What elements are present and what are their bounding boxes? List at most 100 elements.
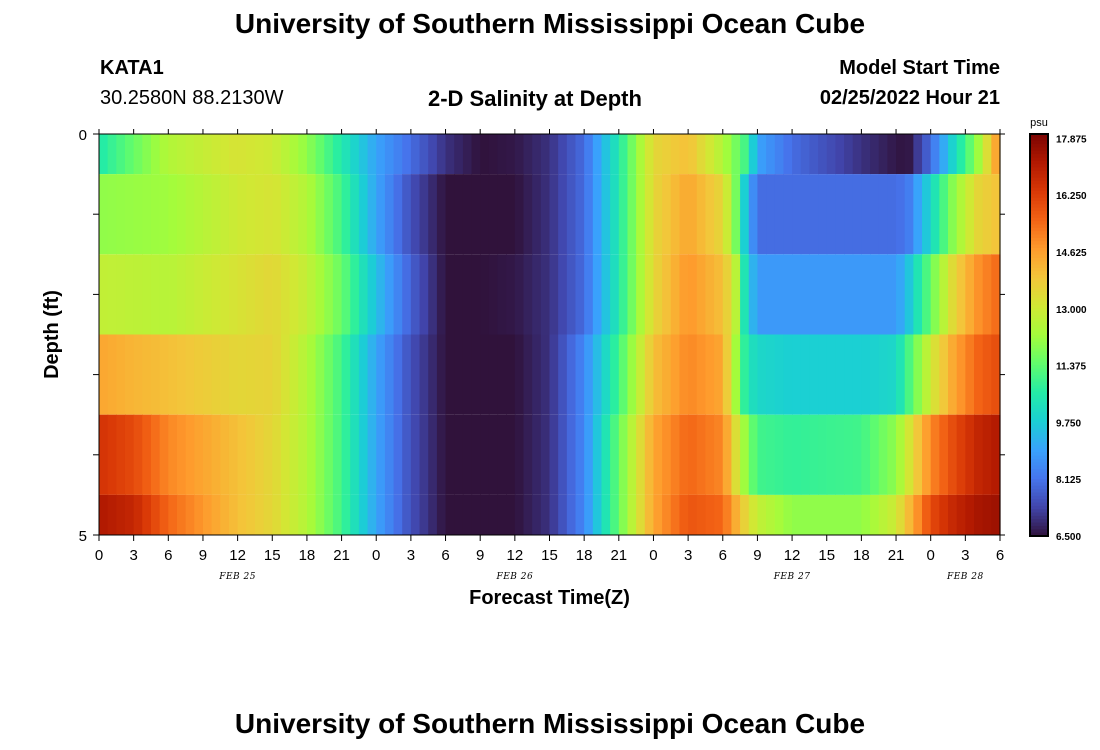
heatmap-cell: [740, 334, 750, 415]
heatmap-cell: [471, 254, 481, 335]
heatmap-cell: [211, 414, 221, 495]
heatmap-cell: [818, 254, 828, 335]
heatmap-cell: [783, 134, 793, 175]
heatmap-cell: [991, 334, 1001, 415]
heatmap-cell: [566, 414, 577, 495]
heatmap-cell: [194, 134, 204, 175]
heatmap-cell: [549, 494, 559, 535]
colorbar-swatch: [1030, 391, 1048, 396]
heatmap-cell: [861, 414, 871, 495]
heatmap-cell: [194, 414, 204, 495]
heatmap-cell: [722, 254, 733, 335]
y-axis-label: Depth (ft): [41, 290, 63, 379]
heatmap-cell: [792, 494, 802, 535]
heatmap-cell: [332, 174, 343, 255]
heatmap-cell: [220, 134, 230, 175]
heatmap-cell: [445, 494, 455, 535]
colorbar-swatch: [1030, 294, 1048, 299]
heatmap-cell: [748, 254, 759, 335]
heatmap-cell: [549, 334, 559, 415]
heatmap-cell: [558, 134, 568, 175]
x-tick-label: 6: [996, 547, 1004, 564]
heatmap-cell: [714, 334, 724, 415]
heatmap-cell: [497, 174, 507, 255]
heatmap-cell: [558, 254, 568, 335]
x-tick-label: 3: [407, 547, 415, 564]
heatmap-cell: [272, 494, 282, 535]
colorbar-swatch: [1030, 190, 1048, 195]
heatmap-cell: [393, 134, 403, 175]
heatmap-cell: [575, 134, 585, 175]
heatmap-cell: [384, 134, 395, 175]
heatmap-cell: [150, 414, 161, 495]
heatmap-cell: [800, 414, 810, 495]
colorbar-swatch: [1030, 328, 1048, 333]
heatmap-cell: [991, 254, 1001, 335]
heatmap-cell: [748, 414, 759, 495]
heatmap-cell: [644, 334, 655, 415]
heatmap-cell: [766, 414, 776, 495]
heatmap-cell: [410, 254, 421, 335]
colorbar-swatch: [1030, 348, 1048, 353]
heatmap-cell: [332, 494, 343, 535]
heatmap-cell: [306, 414, 317, 495]
heatmap-cell: [679, 334, 689, 415]
heatmap-cell: [566, 494, 577, 535]
colorbar-swatch: [1030, 492, 1048, 497]
x-tick-label: 15: [264, 547, 281, 564]
colorbar-swatch: [1030, 499, 1048, 504]
heatmap-cell: [826, 334, 836, 415]
heatmap-cell: [358, 134, 369, 175]
heatmap-cell: [254, 254, 265, 335]
heatmap-cell: [124, 414, 135, 495]
colorbar-swatch: [1030, 204, 1048, 209]
heatmap-cell: [367, 134, 377, 175]
colorbar-tick-label: 11.375: [1056, 362, 1086, 373]
heatmap-cell: [306, 134, 317, 175]
heatmap-cell: [124, 174, 135, 255]
heatmap-cell: [523, 334, 533, 415]
heatmap-cell: [930, 414, 940, 495]
colorbar-swatch: [1030, 284, 1048, 289]
heatmap-cell: [653, 334, 663, 415]
heatmap-cell: [844, 414, 854, 495]
x-tick-label: 21: [888, 547, 905, 564]
colorbar-tick-label: 8.125: [1056, 475, 1081, 486]
colorbar-swatch: [1030, 398, 1048, 403]
heatmap-cell: [367, 254, 377, 335]
heatmap-cell: [428, 494, 438, 535]
heatmap-cell: [610, 134, 620, 175]
heatmap-cell: [618, 254, 629, 335]
colorbar-swatch: [1030, 422, 1048, 427]
heatmap-cell: [826, 134, 836, 175]
heatmap-cell: [878, 134, 888, 175]
heatmap-cell: [99, 254, 109, 335]
heatmap-cell: [809, 494, 819, 535]
heatmap-cell: [757, 134, 767, 175]
heatmap-cell: [861, 254, 871, 335]
heatmap-cell: [696, 414, 707, 495]
heatmap-cell: [965, 494, 975, 535]
heatmap-cell: [116, 334, 126, 415]
heatmap-cell: [766, 254, 776, 335]
heatmap-cell: [913, 494, 923, 535]
heatmap-cell: [445, 254, 455, 335]
heatmap-cell: [688, 334, 698, 415]
colorbar-swatch: [1030, 502, 1048, 507]
heatmap-cell: [393, 414, 403, 495]
date-label: FEB 26: [495, 572, 533, 582]
heatmap-cell: [766, 174, 776, 255]
heatmap-cell: [740, 414, 750, 495]
station-coordinates: 30.2580N 88.2130W: [100, 87, 284, 109]
heatmap-cell: [982, 494, 992, 535]
heatmap-cell: [185, 334, 195, 415]
heatmap-cell: [237, 494, 247, 535]
heatmap-cell: [384, 334, 395, 415]
heatmap-cell: [133, 254, 143, 335]
heatmap-cell: [965, 334, 975, 415]
heatmap-cell: [410, 174, 421, 255]
heatmap-cell: [878, 334, 888, 415]
heatmap-cell: [922, 334, 932, 415]
x-tick-label: 0: [649, 547, 657, 564]
heatmap-cell: [514, 494, 525, 535]
